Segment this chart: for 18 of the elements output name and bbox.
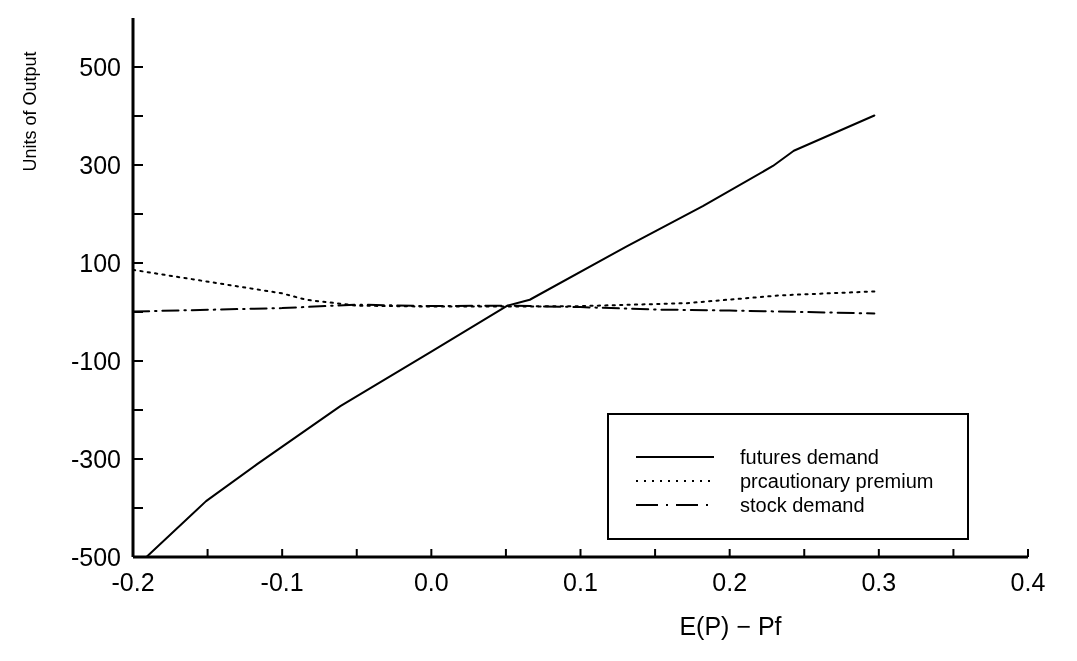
legend-label: futures demand (740, 446, 879, 468)
x-tick-label: -0.2 (111, 568, 155, 596)
x-tick-label: 0.3 (861, 568, 897, 596)
x-tick-label: 0.1 (563, 568, 598, 596)
y-tick-label: 300 (79, 150, 121, 179)
y-tick-label: -100 (70, 346, 121, 375)
x-tick-label: 0.4 (1010, 568, 1046, 596)
y-axis-title: Units of Output (20, 51, 40, 172)
x-axis-title: E(P) − Pf (679, 612, 782, 640)
y-tick-label: -500 (70, 542, 121, 571)
y-tick-label: -300 (70, 444, 121, 473)
x-tick-label: -0.1 (260, 568, 304, 596)
y-tick-label: 500 (79, 52, 121, 81)
y-tick-label: 100 (79, 248, 121, 277)
x-tick-label: 0.0 (413, 568, 449, 596)
legend-label: prcautionary premium (740, 470, 934, 492)
x-tick-label: 0.2 (712, 568, 748, 596)
legend-label: stock demand (740, 494, 865, 516)
